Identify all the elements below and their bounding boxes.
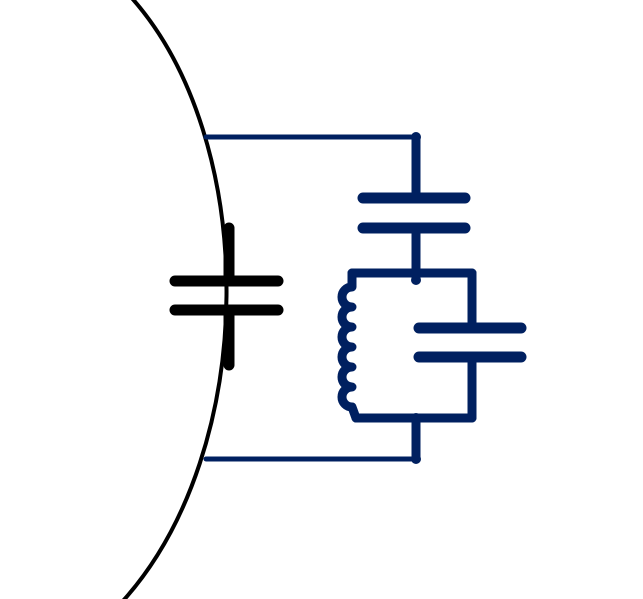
junction-dot xyxy=(411,413,421,423)
junction-dot xyxy=(411,132,421,142)
junction-dot xyxy=(411,275,421,285)
inductor-coil xyxy=(337,268,361,423)
boundary-arc xyxy=(121,0,229,599)
main-capacitor xyxy=(169,222,284,371)
junction-dots xyxy=(411,132,421,464)
junction-dot xyxy=(411,454,421,464)
